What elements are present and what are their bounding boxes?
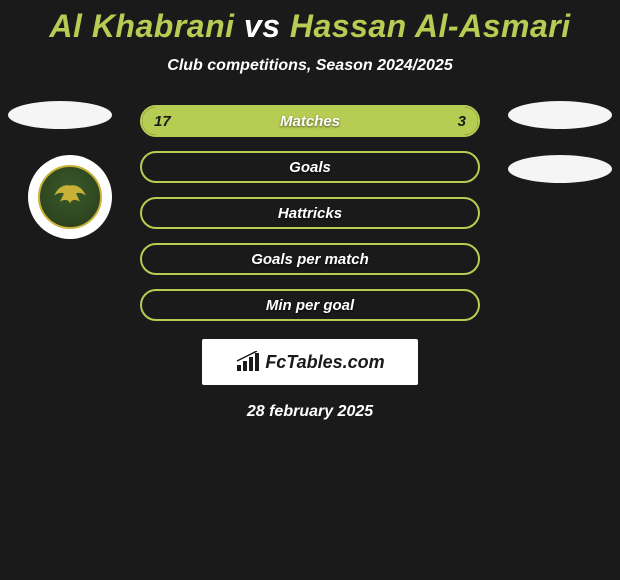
player2-portrait-placeholder: [508, 101, 612, 129]
stat-label: Goals: [289, 159, 331, 176]
stat-label: Matches: [280, 113, 340, 130]
subtitle: Club competitions, Season 2024/2025: [0, 57, 620, 75]
bar-fill-right: [428, 107, 478, 135]
stat-label: Goals per match: [251, 251, 369, 268]
player1-club-crest: [28, 155, 112, 239]
brand-badge[interactable]: FcTables.com: [202, 339, 418, 385]
stat-bar-goals: 0 Goals 0: [140, 151, 480, 183]
player1-portrait-placeholder: [8, 101, 112, 129]
vs-text: vs: [244, 8, 281, 44]
stat-left-value: 0: [154, 159, 162, 176]
brand-text: FcTables.com: [265, 352, 384, 373]
player1-name: Al Khabrani: [49, 8, 234, 44]
page-title: Al Khabrani vs Hassan Al-Asmari: [0, 8, 620, 45]
stat-label: Min per goal: [266, 297, 354, 314]
stat-right-value: 3: [458, 113, 466, 130]
stat-right-value: 0: [458, 159, 466, 176]
stat-bar-goals-per-match: Goals per match: [140, 243, 480, 275]
eagle-icon: [50, 178, 90, 208]
bar-chart-icon: [235, 351, 261, 373]
stat-label: Hattricks: [278, 205, 342, 222]
crest-inner: [38, 165, 102, 229]
player2-name: Hassan Al-Asmari: [290, 8, 571, 44]
player2-crest-placeholder: [508, 155, 612, 183]
stat-left-value: 17: [154, 113, 171, 130]
stat-bar-matches: 17 Matches 3: [140, 105, 480, 137]
date-text: 28 february 2025: [0, 403, 620, 421]
stat-bars: 17 Matches 3 0 Goals 0 0 Hattricks 0 Goa…: [140, 105, 480, 321]
main-content: 17 Matches 3 0 Goals 0 0 Hattricks 0 Goa…: [0, 105, 620, 421]
comparison-card: Al Khabrani vs Hassan Al-Asmari Club com…: [0, 0, 620, 421]
stat-bar-min-per-goal: Min per goal: [140, 289, 480, 321]
stat-bar-hattricks: 0 Hattricks 0: [140, 197, 480, 229]
stat-left-value: 0: [154, 205, 162, 222]
stat-right-value: 0: [458, 205, 466, 222]
